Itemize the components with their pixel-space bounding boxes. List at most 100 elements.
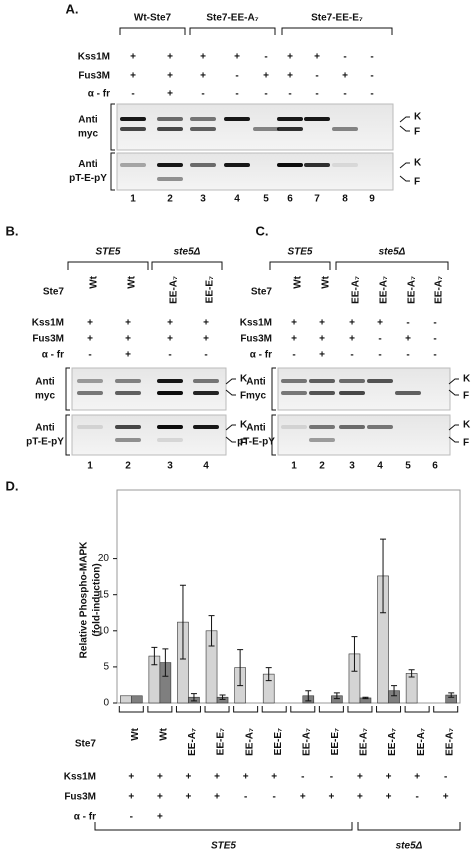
cell: +: [414, 772, 420, 783]
cell: +: [386, 792, 392, 803]
x-tick-label: EE-E₇: [273, 728, 284, 755]
band: [193, 391, 219, 395]
cell: +: [319, 350, 325, 361]
blot-bracket: [110, 103, 115, 151]
row-label: Fus3M: [78, 71, 110, 82]
x-tick-label: EE-A₇: [301, 728, 312, 756]
cell: -: [264, 89, 267, 100]
band: [332, 127, 358, 131]
marker: F: [463, 391, 469, 402]
bar: [405, 673, 418, 704]
band: [281, 391, 307, 395]
cell: +: [130, 52, 136, 63]
y-tick-label: 5: [103, 662, 109, 673]
cell: -: [343, 52, 346, 63]
lane-number: 2: [167, 194, 173, 205]
row-label: Ste7: [251, 287, 273, 298]
panel-label: A.: [66, 1, 79, 16]
error-bar: [190, 693, 197, 702]
row-label: Kss1M: [64, 772, 96, 783]
cell: -: [415, 792, 418, 803]
marker-line: [225, 424, 236, 431]
x-tick-label: EE-A₇: [444, 728, 455, 756]
group-label: ste5Δ: [396, 841, 423, 852]
cell: -: [288, 89, 291, 100]
cell: -: [315, 71, 318, 82]
group-bracket: [147, 706, 173, 713]
cell: -: [370, 89, 373, 100]
row-label: Ste7: [43, 287, 65, 298]
lane-number: 1: [130, 194, 136, 205]
bracket: [335, 261, 449, 270]
y-tick-label: 10: [98, 625, 110, 636]
band: [190, 163, 216, 167]
y-tick-label: 15: [98, 589, 110, 600]
cell: +: [87, 318, 93, 329]
cell: -: [433, 350, 436, 361]
band: [339, 425, 365, 429]
lane-number: 9: [369, 194, 375, 205]
marker-line: [448, 378, 459, 385]
row-label: α - fr: [42, 350, 64, 361]
y-tick-label: 20: [98, 553, 110, 564]
band: [193, 425, 219, 429]
cell: -: [433, 334, 436, 345]
cell: +: [377, 318, 383, 329]
band: [157, 438, 183, 442]
row-label: Fus3M: [64, 792, 96, 803]
band: [281, 379, 307, 383]
group-bracket: [175, 706, 201, 713]
band: [224, 117, 250, 121]
cell: -: [235, 89, 238, 100]
lane-number: 1: [87, 461, 93, 472]
ste7-label: EE-A₇: [379, 276, 390, 304]
x-tick-label: EE-A₇: [187, 728, 198, 756]
cell: +: [342, 71, 348, 82]
x-tick-label: EE-E₇: [216, 728, 227, 755]
cell: +: [167, 52, 173, 63]
blot-label: pT-E-pY: [26, 437, 64, 448]
error-bar: [237, 649, 244, 687]
cell: -: [330, 772, 333, 783]
band: [77, 425, 103, 429]
row-label: Kss1M: [240, 318, 272, 329]
marker: F: [414, 127, 420, 138]
cell: -: [264, 52, 267, 63]
blot: [116, 152, 394, 191]
marker: K: [463, 420, 471, 431]
group-label: STE5: [211, 841, 236, 852]
blot-label: pT-E-pY: [69, 173, 107, 184]
cell: +: [443, 792, 449, 803]
cell: +: [125, 318, 131, 329]
group-bracket: [94, 822, 353, 831]
band: [157, 425, 183, 429]
cell: +: [130, 71, 136, 82]
error-bar: [305, 690, 312, 702]
band: [120, 127, 146, 131]
ste7-label: Wt: [321, 275, 332, 288]
x-tick-label: EE-A₇: [387, 728, 398, 756]
marker-line: [399, 162, 410, 169]
lane-number: 3: [200, 194, 206, 205]
lane-number: 1: [291, 461, 297, 472]
blot-bracket: [271, 414, 276, 456]
band: [304, 117, 330, 121]
x-tick-label: EE-E₇: [330, 728, 341, 755]
group-label: Ste7-EE-E₇: [311, 13, 363, 24]
group-label: Ste7-EE-A₇: [206, 13, 258, 24]
blot-label: myc: [78, 129, 98, 140]
blot: [277, 367, 451, 411]
cell: +: [271, 772, 277, 783]
ste7-label: EE-A₇: [407, 276, 418, 304]
band: [115, 425, 141, 429]
group-label: ste5Δ: [379, 247, 406, 258]
band: [115, 391, 141, 395]
group-bracket: [261, 706, 287, 713]
band: [304, 163, 330, 167]
cell: -: [201, 89, 204, 100]
band: [157, 163, 183, 167]
cell: +: [405, 334, 411, 345]
error-bar: [162, 648, 169, 677]
lane-number: 3: [167, 461, 173, 472]
band: [332, 163, 358, 167]
